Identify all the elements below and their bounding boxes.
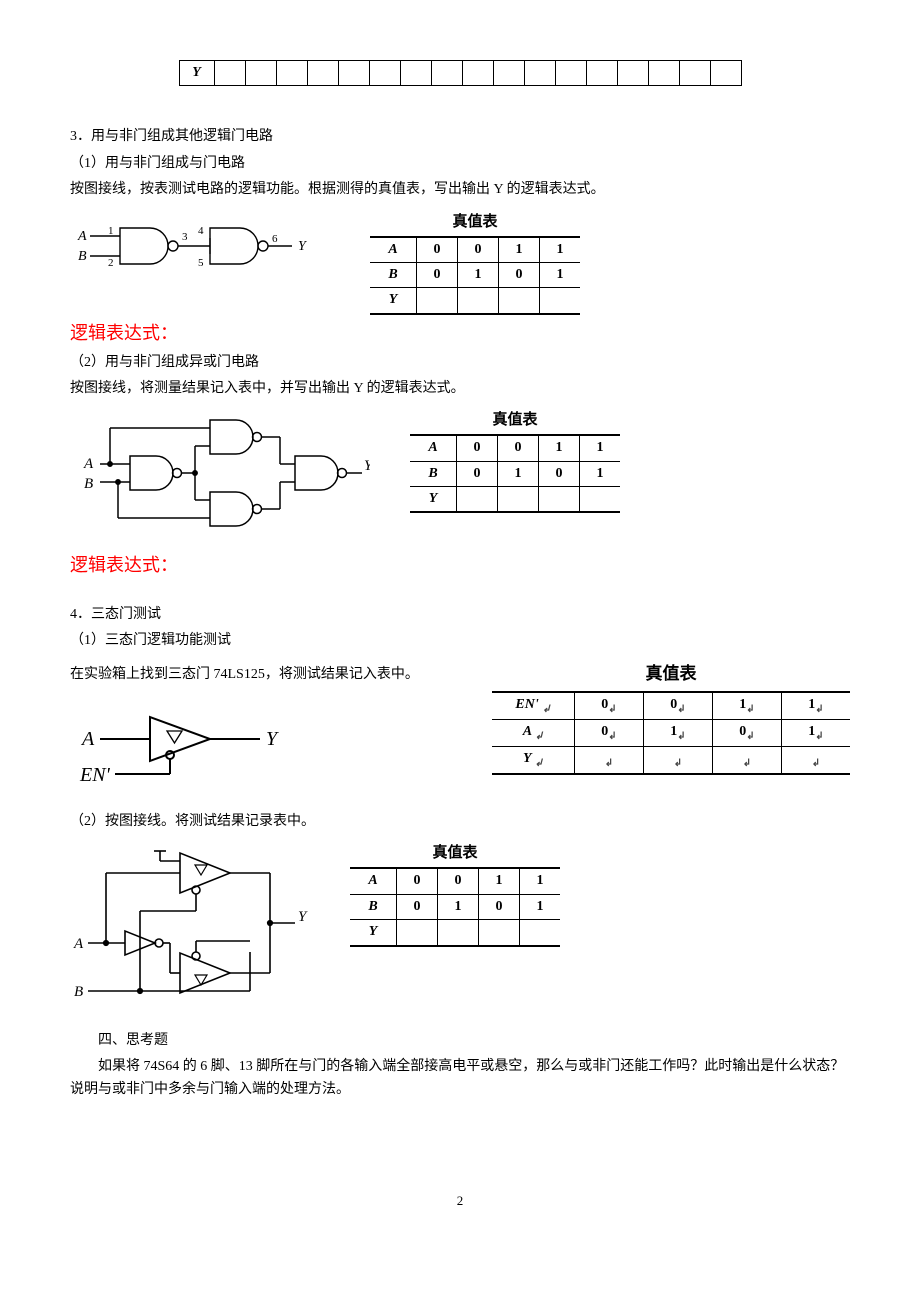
svg-text:A: A [73,936,84,952]
svg-text:B: B [74,984,83,1000]
q-body: 如果将 74S64 的 6 脚、13 脚所在与门的各输入端全部接高电平或悬空，那… [70,1056,850,1101]
svg-text:6: 6 [272,233,278,245]
s4-p1: （1）三态门逻辑功能测试 [70,630,850,652]
y-strip-table: Y [179,60,742,86]
svg-text:Y: Y [364,458,370,474]
svg-text:A: A [80,728,95,750]
truth-table-4-wrap: 真值表 A0011B0101Y [350,841,560,946]
s3-p2: （2）用与非门组成异或门电路 [70,352,850,374]
svg-text:Y: Y [298,239,308,254]
logic-expr-1: 逻辑表达式： [70,319,850,348]
truth-table-3-wrap: 真值表 EN' ↲0↲0↲1↲1↲A ↲0↲1↲0↲1↲Y ↲↲↲↲↲ [492,660,850,775]
logic-expr-2: 逻辑表达式： [70,551,850,580]
truth-table-3: EN' ↲0↲0↲1↲1↲A ↲0↲1↲0↲1↲Y ↲↲↲↲↲ [492,691,850,774]
svg-text:A: A [83,456,94,472]
truth-table-4: A0011B0101Y [350,867,560,946]
svg-text:5: 5 [198,257,204,269]
svg-text:2: 2 [108,257,114,269]
truth3-title: 真值表 [492,660,850,687]
s4-heading: 4．三态门测试 [70,604,850,626]
s4-p2: （2）按图接线。将测试结果记录表中。 [70,811,850,833]
truth2-title: 真值表 [410,408,620,432]
svg-text:B: B [78,249,87,264]
tristate-diagram: A Y EN' [70,699,452,807]
svg-text:B: B [84,476,93,492]
s4-p1-desc: 在实验箱上找到三态门 74LS125，将测试结果记入表中。 [70,664,452,686]
svg-text:1: 1 [108,225,114,237]
tristate-pair-diagram: A B Y [70,841,310,1019]
truth1-title: 真值表 [370,210,580,234]
page-number: 2 [70,1191,850,1212]
truth-table-1: A0011B0101Y [370,236,580,315]
svg-text:A: A [77,229,87,244]
nand-and-diagram: A B Y 1 2 3 4 5 6 [70,210,330,298]
nand-xor-diagram: A B Y [70,408,370,546]
svg-text:EN': EN' [79,764,111,786]
s3-p1-desc: 按图接线，按表测试电路的逻辑功能。根据测得的真值表，写出输出 Y 的逻辑表达式。 [70,179,850,201]
truth-table-2-wrap: 真值表 A0011B0101Y [410,408,620,513]
s3-heading: 3．用与非门组成其他逻辑门电路 [70,126,850,148]
s3-p1: （1）用与非门组成与门电路 [70,153,850,175]
svg-text:3: 3 [182,231,188,243]
s3-p2-desc: 按图接线，将测量结果记入表中，并写出输出 Y 的逻辑表达式。 [70,378,850,400]
q-heading: 四、思考题 [70,1030,850,1052]
truth4-title: 真值表 [350,841,560,865]
svg-text:4: 4 [198,225,204,237]
svg-text:Y: Y [266,728,279,750]
truth-table-1-wrap: 真值表 A0011B0101Y [370,210,580,315]
truth-table-2: A0011B0101Y [410,434,620,513]
svg-text:Y: Y [298,909,308,925]
